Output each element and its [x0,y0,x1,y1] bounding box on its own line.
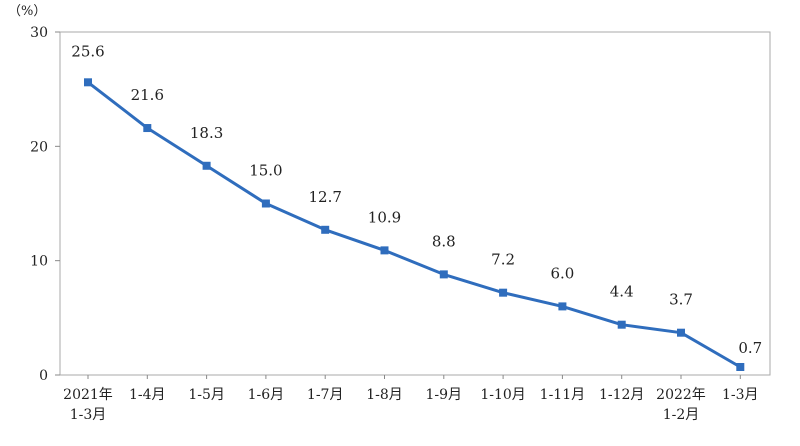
data-value-label: 21.6 [131,86,164,104]
data-value-label: 15.0 [249,162,282,180]
data-value-labels: 25.6 21.6 18.3 15.0 12.7 10.9 8.8 7.2 6.0 4.4 3.7 0… [71,42,762,357]
y-axis-unit-label: （%） [8,4,46,19]
x-tick-label: 1-5月 [188,387,225,403]
x-tick-label-line: 1-3月 [722,387,759,403]
x-tick-label: 1-6月 [248,387,285,403]
y-tick-label: 0 [39,368,48,384]
data-markers [84,78,745,371]
x-tick-label-line: 1-8月 [366,387,403,403]
data-point-marker [202,161,211,170]
data-value-label: 0.7 [738,339,762,357]
data-value-label: 7.2 [491,251,515,269]
y-tick-label: 10 [30,254,48,270]
x-tick-label-line: 2021年 [63,387,113,403]
x-tick-label-line: 2022年 [656,387,706,403]
data-point-marker [677,328,685,337]
data-point-marker [143,124,152,133]
data-value-label: 6.0 [550,264,574,282]
x-tick-label: 1-12月 [599,387,644,403]
y-tick-label: 20 [30,139,48,155]
data-point-marker [617,320,626,329]
x-axis-ticks: 2021年 1-3月 1-4月 1-5月 1-6月 1-7月 1-8月 1-9月 1-10月 1-… [63,375,759,423]
data-point-marker [499,288,508,297]
data-point-marker [321,225,330,234]
x-tick-label-line: 1-9月 [426,387,463,403]
x-tick-label: 2021年 1-3月 [63,387,113,423]
data-point-marker [84,78,92,87]
data-point-marker [558,302,567,311]
series-line [87,81,742,369]
x-tick-label: 1-9月 [426,387,463,403]
x-tick-label: 1-3月 [722,387,759,403]
x-tick-label-line: 1-5月 [188,387,225,403]
x-tick-label: 1-8月 [366,387,403,403]
x-tick-label-line: 1-11月 [540,387,585,403]
data-value-label: 10.9 [368,208,401,226]
x-tick-label: 1-7月 [307,387,344,403]
x-tick-label-line: 1-12月 [599,387,644,403]
y-tick-label: 30 [30,25,48,41]
data-value-label: 25.6 [71,42,104,60]
plot-area-frame [59,31,771,376]
x-tick-label-line: 1-6月 [248,387,285,403]
x-tick-label-line: 1-3月 [70,407,107,423]
data-point-marker [261,199,270,208]
data-value-label: 4.4 [610,283,634,301]
y-axis-ticks: 0 10 20 30 [30,25,60,384]
x-tick-label: 1-10月 [480,387,525,403]
x-tick-label-line: 1-4月 [129,387,166,403]
x-tick-label-line: 1-10月 [480,387,525,403]
x-tick-label: 2022年 1-2月 [656,387,706,423]
data-point-marker [439,270,448,279]
x-tick-label-line: 1-2月 [663,407,700,423]
data-value-label: 3.7 [669,291,693,309]
x-tick-label: 1-4月 [129,387,166,403]
data-value-label: 18.3 [190,124,223,142]
data-value-label: 8.8 [432,232,456,250]
data-point-marker [380,246,389,255]
data-point-marker [736,362,745,371]
x-tick-label: 1-11月 [540,387,585,403]
x-tick-label-line: 1-7月 [307,387,344,403]
data-value-label: 12.7 [308,188,341,206]
